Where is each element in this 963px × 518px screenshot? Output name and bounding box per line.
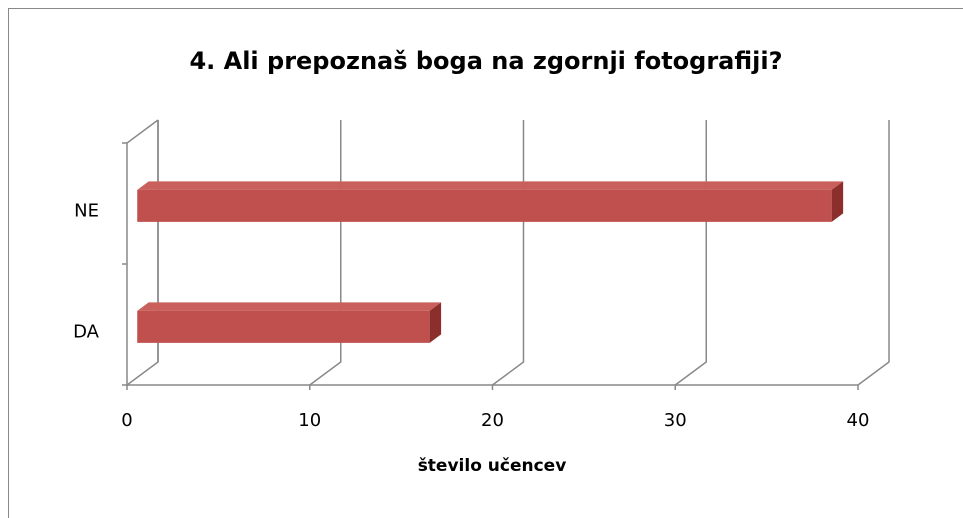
bar-end xyxy=(831,181,844,222)
y-tick-label: NE xyxy=(74,201,99,222)
grid-line xyxy=(126,120,159,386)
grid-line xyxy=(674,120,707,386)
grid-line xyxy=(857,120,890,386)
y-tick-label: DA xyxy=(73,322,100,343)
bar-top xyxy=(137,302,442,311)
bar xyxy=(137,181,844,222)
bar-front xyxy=(137,189,832,222)
bar-front xyxy=(137,310,430,343)
x-tick-label: 0 xyxy=(121,410,132,431)
x-tick-label: 40 xyxy=(847,410,870,431)
bar-top xyxy=(137,181,844,190)
x-tick-label: 30 xyxy=(664,410,687,431)
chart-title: 4. Ali prepoznaš boga na zgornji fotogra… xyxy=(189,47,782,75)
left-wall xyxy=(126,119,159,385)
chart-border xyxy=(8,8,963,518)
bar xyxy=(137,302,442,343)
grid-line xyxy=(309,120,342,386)
grid-line xyxy=(492,120,525,386)
x-tick-label: 10 xyxy=(298,410,321,431)
bar-end xyxy=(429,302,442,343)
x-axis-label: število učencev xyxy=(418,456,567,476)
x-tick-label: 20 xyxy=(481,410,504,431)
